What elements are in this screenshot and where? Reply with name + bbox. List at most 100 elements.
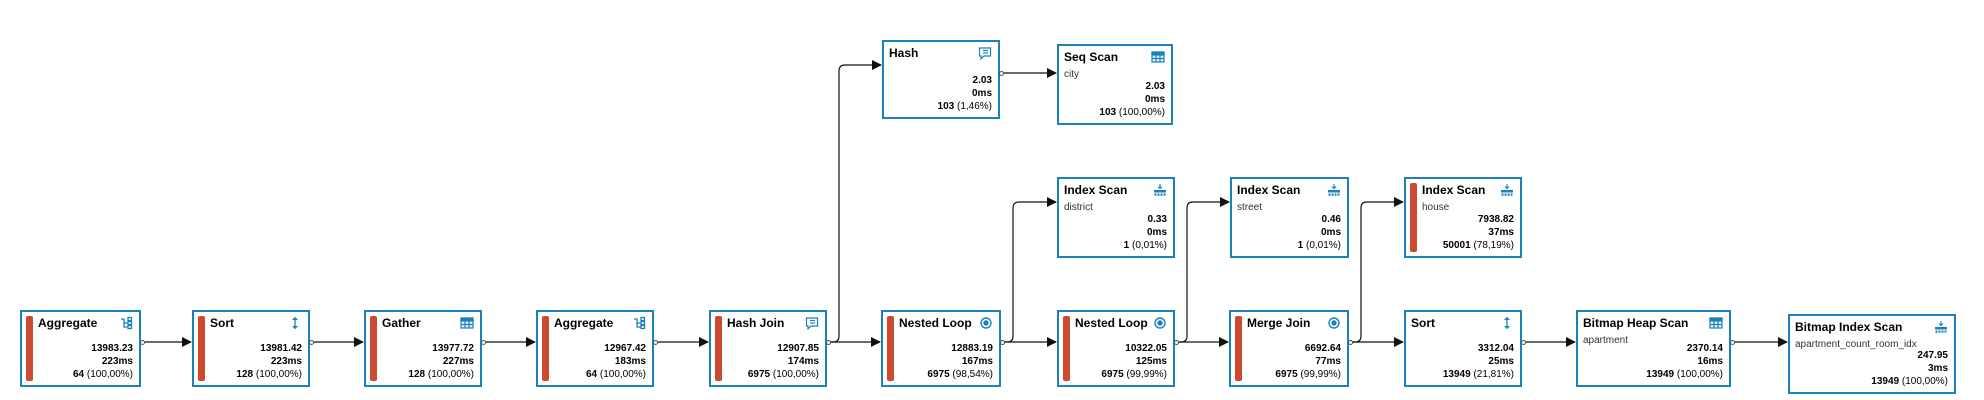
node-rows: 13949 (1442, 369, 1471, 380)
node-stats: 0.46 0ms 1 (0,01%) (1298, 213, 1341, 252)
node-percent: (99,99%) (1126, 369, 1167, 380)
node-rows: 6975 (927, 369, 950, 380)
table-icon (1151, 50, 1165, 64)
plan-node-nested-loop[interactable]: Nested Loop 12883.19 167ms 6975 (98,54%) (881, 310, 1001, 387)
plan-node-seq-scan[interactable]: Seq Scan city 2.03 0ms 103 (100,00%) (1057, 44, 1173, 125)
node-stats: 2.03 0ms 103 (100,00%) (1099, 80, 1165, 119)
node-rows-line: 13949 (100,00%) (1646, 368, 1723, 381)
plan-node-hash[interactable]: Hash 2.03 0ms 103 (1,46%) (882, 40, 1000, 119)
node-title: Aggregate (38, 316, 98, 330)
node-cost: 12883.19 (951, 343, 993, 354)
node-stats: 6692.64 77ms 6975 (99,99%) (1275, 342, 1341, 381)
node-time: 167ms (961, 356, 993, 367)
node-cost: 0.46 (1321, 214, 1341, 225)
node-cost: 2.03 (972, 75, 992, 86)
node-cost: 13983.23 (91, 343, 133, 354)
node-title: Hash (889, 46, 919, 60)
cost-bar (715, 316, 722, 381)
node-rows-line: 6975 (100,00%) (748, 368, 819, 381)
node-percent: (100,00%) (1901, 376, 1948, 387)
loop-icon (1153, 316, 1167, 330)
node-rows-line: 1 (0,01%) (1124, 239, 1167, 252)
node-rows: 64 (585, 369, 598, 380)
node-percent: (100,00%) (599, 369, 646, 380)
node-rows: 128 (408, 369, 426, 380)
node-cost: 6692.64 (1304, 343, 1341, 354)
output-port (481, 340, 486, 345)
node-rows-line: 128 (100,00%) (408, 368, 474, 381)
plan-node-index-scan[interactable]: Index Scan street 0.46 0ms 1 (0,01%) (1230, 177, 1349, 258)
cost-bar (542, 316, 549, 381)
output-port (309, 340, 314, 345)
plan-node-hash-join[interactable]: Hash Join 12907.85 174ms 6975 (100,00%) (709, 310, 827, 387)
node-time: 0ms (1146, 227, 1167, 238)
output-port (1348, 340, 1353, 345)
node-time: 0ms (971, 88, 992, 99)
node-percent: (0,01%) (1305, 240, 1341, 251)
node-rows-line: 1 (0,01%) (1298, 239, 1341, 252)
plan-node-index-scan[interactable]: Index Scan district 0.33 0ms 1 (0,01%) (1057, 177, 1175, 258)
plan-node-nested-loop[interactable]: Nested Loop 10322.05 125ms 6975 (99,99%) (1057, 310, 1175, 387)
node-cost: 13977.72 (432, 343, 474, 354)
node-rows: 6975 (1101, 369, 1124, 380)
node-stats: 10322.05 125ms 6975 (99,99%) (1101, 342, 1167, 381)
cost-bar (1063, 316, 1070, 381)
node-time: 0ms (1144, 94, 1165, 105)
edge-n10-n11 (1178, 197, 1230, 343)
node-rows: 103 (937, 101, 955, 112)
node-cost: 0.33 (1147, 214, 1167, 225)
node-stats: 0.33 0ms 1 (0,01%) (1124, 213, 1167, 252)
node-time: 16ms (1697, 356, 1723, 367)
edge-n5-n6 (830, 60, 882, 343)
node-relation: street (1237, 202, 1263, 213)
node-title: Index Scan (1064, 183, 1128, 197)
node-percent: (100,00%) (772, 369, 819, 380)
node-rows-line: 6975 (98,54%) (927, 368, 993, 381)
node-title: Sort (1411, 316, 1435, 330)
node-stats: 2.03 0ms 103 (1,46%) (938, 74, 992, 113)
node-stats: 13981.42 223ms 128 (100,00%) (236, 342, 302, 381)
node-time: 223ms (101, 356, 133, 367)
node-rows: 1 (1123, 240, 1130, 251)
node-time: 223ms (270, 356, 302, 367)
plan-node-bitmap-index-scan[interactable]: Bitmap Index Scan apartment_count_room_id… (1788, 314, 1956, 394)
node-time: 183ms (614, 356, 646, 367)
plan-node-sort[interactable]: Sort 13981.42 223ms 128 (100,00%) (192, 310, 310, 387)
node-percent: (98,54%) (952, 369, 993, 380)
node-percent: (78,19%) (1473, 240, 1514, 251)
node-cost: 12967.42 (604, 343, 646, 354)
cost-bar (1235, 316, 1242, 381)
plan-node-aggregate[interactable]: Aggregate 12967.42 183ms 64 (100,00%) (536, 310, 654, 387)
node-rows: 6975 (1275, 369, 1298, 380)
node-rows-line: 6975 (99,99%) (1101, 368, 1167, 381)
output-port (653, 340, 658, 345)
node-rows: 1 (1297, 240, 1304, 251)
plan-node-merge-join[interactable]: Merge Join 6692.64 77ms 6975 (99,99%) (1229, 310, 1349, 387)
node-percent: (1,46%) (956, 101, 992, 112)
node-rows-line: 50001 (78,19%) (1443, 239, 1514, 252)
plan-node-sort[interactable]: Sort 3312.04 25ms 13949 (21,81%) (1404, 310, 1522, 387)
index-icon (1327, 183, 1341, 197)
node-rows-line: 128 (100,00%) (236, 368, 302, 381)
plan-node-aggregate[interactable]: Aggregate 13983.23 223ms 64 (100,00%) (20, 310, 141, 387)
node-cost: 2370.14 (1686, 343, 1723, 354)
node-title: Bitmap Heap Scan (1583, 316, 1689, 330)
cost-bar (26, 316, 33, 381)
index-icon (1500, 183, 1514, 197)
plan-node-gather[interactable]: Gather 13977.72 227ms 128 (100,00%) (364, 310, 482, 387)
node-relation: district (1064, 202, 1093, 213)
node-title: Hash Join (727, 316, 785, 330)
cost-bar (887, 316, 894, 381)
plan-node-index-scan[interactable]: Index Scan house 7938.82 37ms 50001 (78,19%) (1404, 177, 1522, 258)
node-title: Nested Loop (899, 316, 972, 330)
sort-icon (1500, 316, 1514, 330)
node-time: 25ms (1488, 356, 1514, 367)
node-cost: 10322.05 (1125, 343, 1167, 354)
loop-icon (979, 316, 993, 330)
plan-node-bitmap-heap-scan[interactable]: Bitmap Heap Scan apartment 2370.14 16ms 1394… (1576, 310, 1731, 387)
aggregate-icon (119, 316, 133, 330)
node-stats: 3312.04 25ms 13949 (21,81%) (1443, 342, 1514, 381)
node-title: Sort (210, 316, 234, 330)
node-cost: 7938.82 (1477, 214, 1514, 225)
